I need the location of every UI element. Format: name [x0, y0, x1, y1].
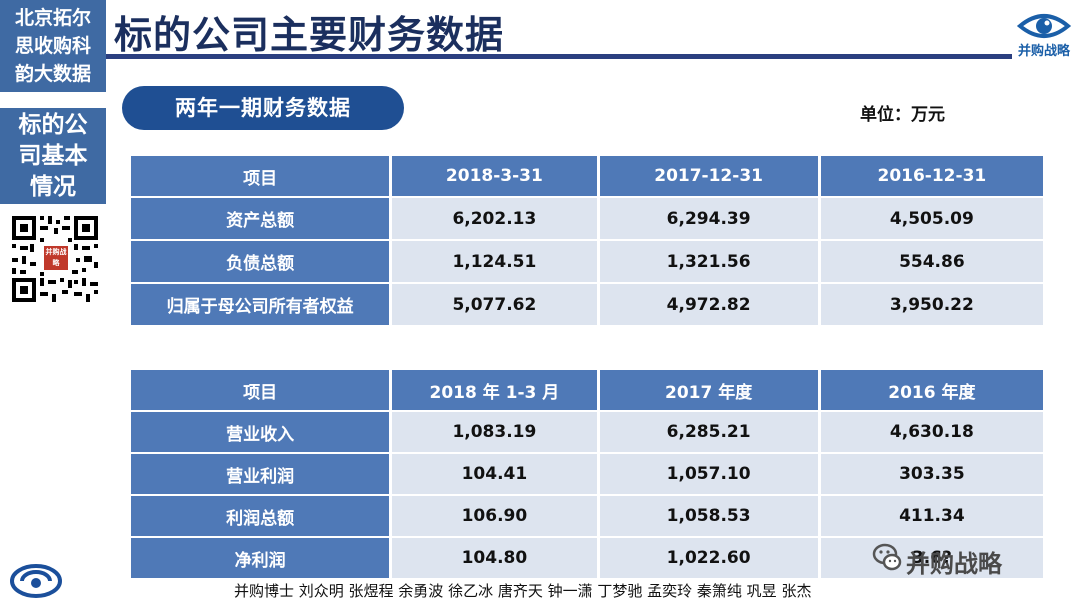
section-heading-pill: 两年一期财务数据: [122, 86, 404, 130]
table-row: 负债总额 1,124.51 1,321.56 554.86: [131, 241, 1043, 282]
sidebar: 北京拓尔 思收购科 韵大数据 标的公 司基本 情况: [0, 0, 106, 608]
sidebar-section-line: 司基本: [18, 143, 88, 169]
company-logo-icon: [10, 564, 62, 598]
sidebar-section-line: 情况: [30, 174, 76, 200]
table-row: 净利润 104.80 1,022.60 3.6?: [131, 538, 1043, 578]
sidebar-section-block: 标的公 司基本 情况: [0, 108, 106, 204]
value-cell: 554.86: [820, 241, 1043, 282]
value-cell: 1,321.56: [599, 241, 818, 282]
page-title: 标的公司主要财务数据: [114, 13, 505, 57]
column-header: 2016 年度: [820, 370, 1043, 410]
row-header-cell: 利润总额: [131, 496, 390, 536]
column-header: 项目: [131, 156, 390, 196]
watermark-text: 并购战略: [906, 550, 1002, 578]
value-cell: 5,077.62: [392, 284, 597, 325]
table-row: 营业利润 104.41 1,057.10 303.35: [131, 454, 1043, 494]
value-cell: 1,124.51: [392, 241, 597, 282]
header-divider: [106, 54, 1012, 59]
qr-code: 并购战略: [10, 214, 100, 304]
value-cell: 1,083.19: [392, 412, 597, 452]
value-cell: 4,972.82: [599, 284, 818, 325]
value-cell: 106.90: [392, 496, 597, 536]
value-cell: 6,202.13: [392, 198, 597, 239]
sidebar-brand-line: 北京拓尔: [14, 7, 91, 29]
column-header: 2017 年度: [599, 370, 818, 410]
qr-badge: 并购战略: [44, 246, 68, 270]
row-header-cell: 营业利润: [131, 454, 390, 494]
value-cell: 104.80: [392, 538, 597, 578]
value-cell: 4,630.18: [820, 412, 1043, 452]
value-cell: 6,285.21: [599, 412, 818, 452]
value-cell: 4,505.09: [820, 198, 1043, 239]
table-header-row: 项目 2018-3-31 2017-12-31 2016-12-31: [131, 156, 1043, 196]
table-row: 营业收入 1,083.19 6,285.21 4,630.18: [131, 412, 1043, 452]
value-cell: 1,057.10: [599, 454, 818, 494]
column-header: 2017-12-31: [599, 156, 818, 196]
row-header-cell: 归属于母公司所有者权益: [131, 284, 390, 325]
column-header: 2018-3-31: [392, 156, 597, 196]
page-header: 标的公司主要财务数据 并购战略: [106, 0, 1080, 62]
value-cell: 1,058.53: [599, 496, 818, 536]
value-cell: 6,294.39: [599, 198, 818, 239]
value-cell: 3,950.22: [820, 284, 1043, 325]
eye-logo-icon: [1016, 14, 1072, 38]
table-row: 归属于母公司所有者权益 5,077.62 4,972.82 3,950.22: [131, 284, 1043, 325]
row-header-cell: 净利润: [131, 538, 390, 578]
sidebar-section-line: 标的公: [18, 112, 88, 138]
row-header-cell: 负债总额: [131, 241, 390, 282]
footer-credits: 并购博士 刘众明 张煜程 余勇波 徐乙冰 唐齐天 钟一潇 丁梦驰 孟奕玲 秦箫纯…: [234, 582, 812, 600]
column-header: 项目: [131, 370, 390, 410]
value-cell: 3.6?: [820, 538, 1043, 578]
income-statement-table: 项目 2018 年 1-3 月 2017 年度 2016 年度 营业收入 1,0…: [128, 368, 1046, 580]
sidebar-brand-line: 韵大数据: [14, 63, 91, 85]
value-cell: 303.35: [820, 454, 1043, 494]
sidebar-brand-line: 思收购科: [14, 35, 91, 57]
sidebar-brand-block: 北京拓尔 思收购科 韵大数据: [0, 0, 106, 92]
column-header: 2018 年 1-3 月: [392, 370, 597, 410]
row-header-cell: 营业收入: [131, 412, 390, 452]
value-cell: 411.34: [820, 496, 1043, 536]
table-row: 利润总额 106.90 1,058.53 411.34: [131, 496, 1043, 536]
unit-label: 单位：万元: [860, 105, 945, 125]
logo-label: 并购战略: [1017, 44, 1070, 59]
row-header-cell: 资产总额: [131, 198, 390, 239]
value-cell: 1,022.60: [599, 538, 818, 578]
table-row: 资产总额 6,202.13 6,294.39 4,505.09: [131, 198, 1043, 239]
wechat-watermark-icon: [872, 543, 902, 571]
table-header-row: 项目 2018 年 1-3 月 2017 年度 2016 年度: [131, 370, 1043, 410]
value-cell: 104.41: [392, 454, 597, 494]
column-header: 2016-12-31: [820, 156, 1043, 196]
qr-pattern-icon: [10, 214, 100, 304]
balance-sheet-table: 项目 2018-3-31 2017-12-31 2016-12-31 资产总额 …: [128, 154, 1046, 327]
